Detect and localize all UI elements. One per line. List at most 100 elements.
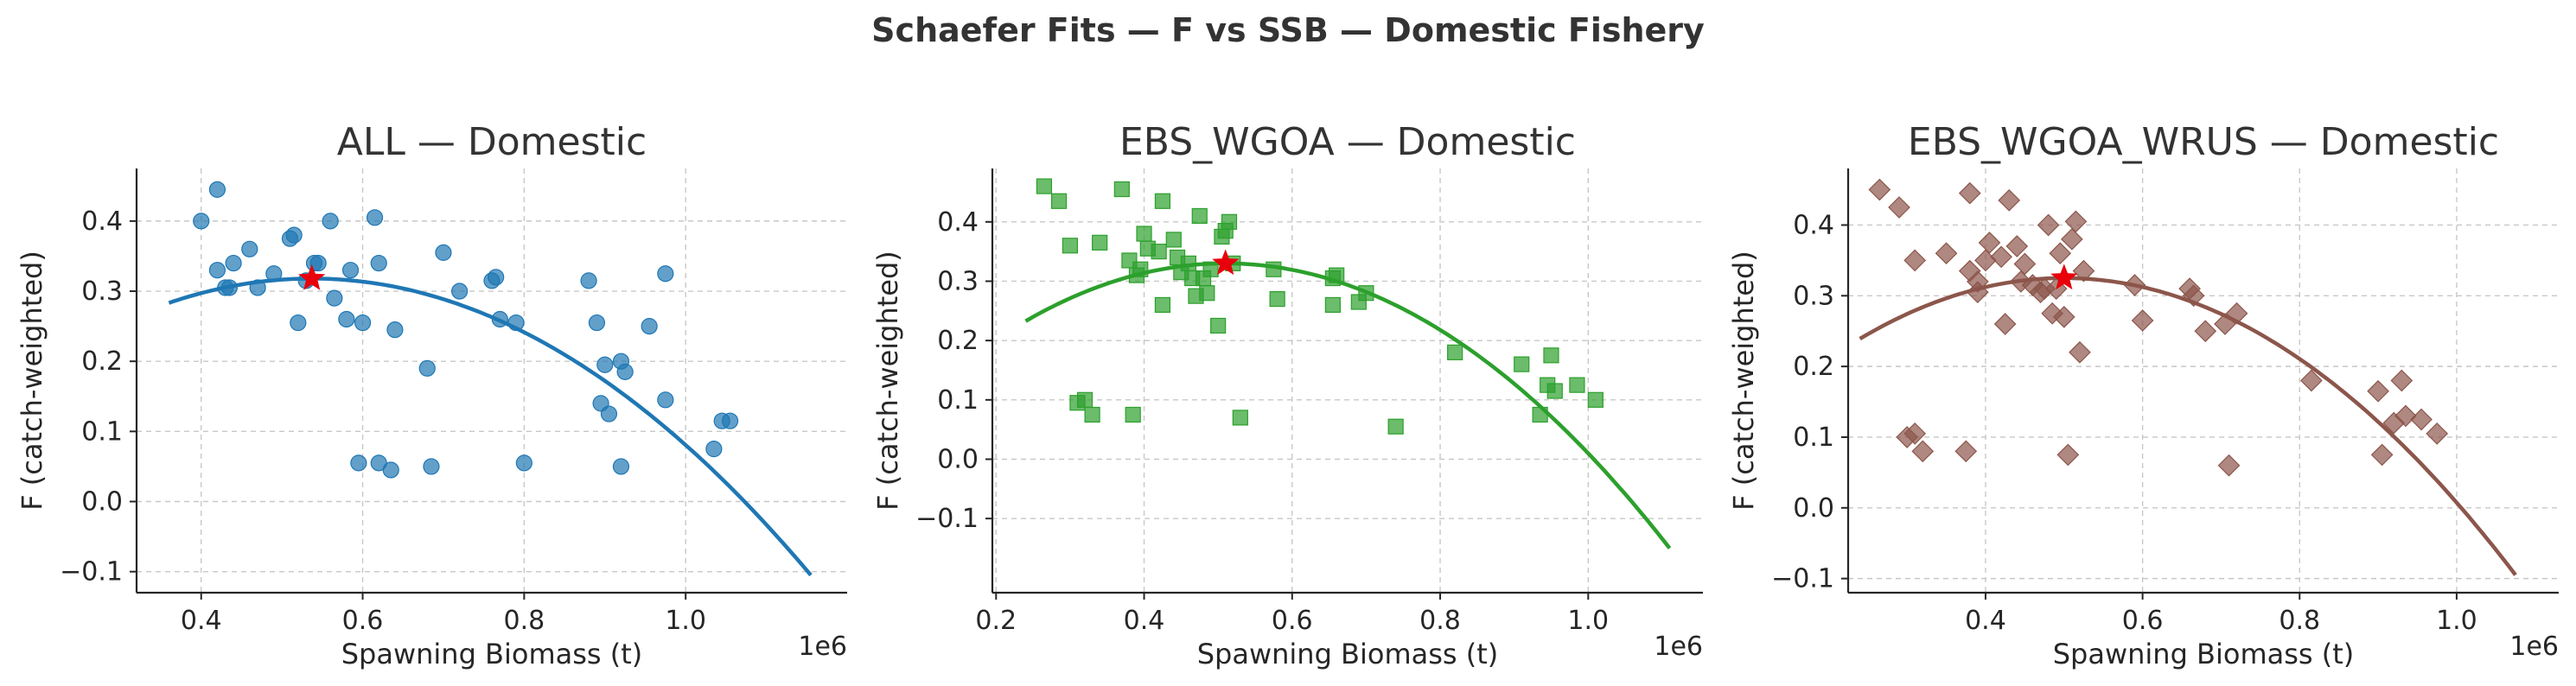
data-point [491, 310, 508, 328]
x-axis-label: Spawning Biomass (t) [341, 638, 643, 670]
x-tick-label: 0.2 [975, 606, 1017, 636]
data-point [2367, 379, 2389, 403]
data-point [1180, 255, 1197, 271]
x-tick-label: 0.6 [342, 606, 384, 636]
data-point [1202, 261, 1219, 277]
y-axis-label: F (catch-weighted) [1727, 251, 1760, 511]
data-point [1191, 207, 1208, 225]
data-point [2064, 210, 2088, 233]
data-point [1084, 406, 1100, 423]
x-tick-label: 0.8 [2279, 606, 2320, 636]
data-point [2390, 369, 2413, 392]
data-point [2225, 302, 2248, 325]
x-tick-label: 0.4 [181, 606, 222, 636]
data-point [580, 272, 597, 289]
data-point [1911, 440, 1935, 463]
data-point [1587, 391, 1604, 408]
data-point [2056, 443, 2080, 467]
y-tick-label: 0.1 [937, 385, 979, 416]
data-point [1935, 242, 1958, 265]
data-point [290, 314, 307, 332]
data-point [596, 356, 614, 373]
data-point [382, 461, 399, 479]
data-point [1125, 406, 1141, 423]
y-tick-label: 0.2 [937, 326, 979, 356]
data-point [2410, 408, 2433, 431]
data-point [488, 269, 505, 286]
y-tick-label: 0.3 [1793, 281, 1834, 311]
x-tick-label: 0.4 [1965, 606, 2006, 636]
data-point [386, 321, 404, 339]
data-point [1062, 238, 1079, 254]
y-tick-label: −0.1 [915, 504, 979, 534]
y-tick-label: 0.0 [81, 486, 123, 517]
data-point [193, 213, 210, 230]
data-point [2214, 313, 2236, 335]
data-point [2131, 309, 2154, 332]
chart-title: EBS_WGOA_WRUS — Domestic [1908, 120, 2499, 164]
data-point [1329, 267, 1345, 283]
data-point [1569, 377, 1585, 393]
data-point [1514, 356, 1530, 372]
data-point [1978, 232, 2001, 254]
figure-suptitle: Schaefer Fits — F vs SSB — Domestic Fish… [871, 11, 1705, 49]
data-point [1232, 410, 1248, 426]
data-point [588, 314, 606, 332]
data-point [1993, 313, 2017, 335]
data-point [350, 454, 367, 472]
data-point [1199, 285, 1215, 302]
data-point [1165, 232, 1182, 248]
data-point [208, 181, 226, 198]
y-tick-label: 0.4 [937, 207, 979, 238]
data-points [1868, 178, 2449, 477]
x-axis-label: Spawning Biomass (t) [2053, 638, 2355, 670]
data-point [285, 226, 303, 244]
y-tick-label: −0.1 [1771, 564, 1834, 594]
chart-panel-3: 0.4 0.6 0.8 1.0 −0.1 0.0 0.1 0.2 0.3 0.4 1e6 EBS_WG… [1727, 120, 2559, 670]
y-axis-label: F (catch-weighted) [16, 251, 48, 511]
data-point [309, 254, 327, 272]
data-point [2394, 404, 2417, 428]
gridlines [992, 168, 1703, 593]
data-point [2370, 443, 2394, 467]
data-point [1154, 296, 1171, 314]
data-point [2182, 284, 2205, 308]
data-point [1221, 213, 1238, 230]
data-point [370, 254, 387, 272]
y-tick-label: 0.2 [81, 346, 123, 377]
data-point [1532, 406, 1548, 423]
data-point [1387, 418, 1404, 435]
data-point [657, 391, 674, 409]
y-tick-label: −0.1 [60, 557, 123, 588]
data-point [1998, 188, 2021, 212]
data-point [1990, 245, 2012, 269]
msy-star-marker [2050, 264, 2078, 290]
data-point [1036, 178, 1053, 194]
x-axis-label: Spawning Biomass (t) [1197, 638, 1499, 670]
data-point [1136, 225, 1152, 242]
data-point [612, 458, 630, 475]
data-point [366, 209, 384, 226]
x-offset-label: 1e6 [798, 632, 847, 662]
x-tick-label: 0.6 [1272, 606, 1313, 636]
data-point [1543, 347, 1559, 364]
data-point [1151, 244, 1167, 260]
data-point [641, 318, 658, 335]
data-point [2426, 422, 2449, 445]
x-tick-label: 0.4 [1124, 606, 1165, 636]
data-point [418, 359, 436, 377]
y-tick-label: 0.1 [81, 416, 123, 447]
data-point [721, 412, 739, 429]
data-point [1324, 296, 1341, 314]
data-point [2037, 213, 2060, 237]
x-tick-label: 0.8 [504, 606, 545, 636]
gridlines [1848, 168, 2559, 593]
data-point [2217, 454, 2241, 477]
data-point [1132, 261, 1149, 277]
x-tick-label: 1.0 [2436, 606, 2477, 636]
data-point [1546, 383, 1563, 399]
data-points [1036, 178, 1604, 435]
data-point [225, 254, 242, 272]
data-point [1447, 344, 1463, 360]
